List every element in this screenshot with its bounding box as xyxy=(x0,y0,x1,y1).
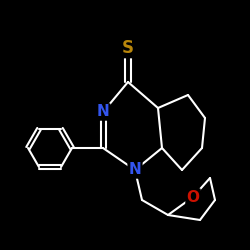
Text: S: S xyxy=(122,39,134,57)
Text: N: N xyxy=(96,104,110,120)
Text: N: N xyxy=(128,162,141,178)
Text: O: O xyxy=(186,190,200,204)
